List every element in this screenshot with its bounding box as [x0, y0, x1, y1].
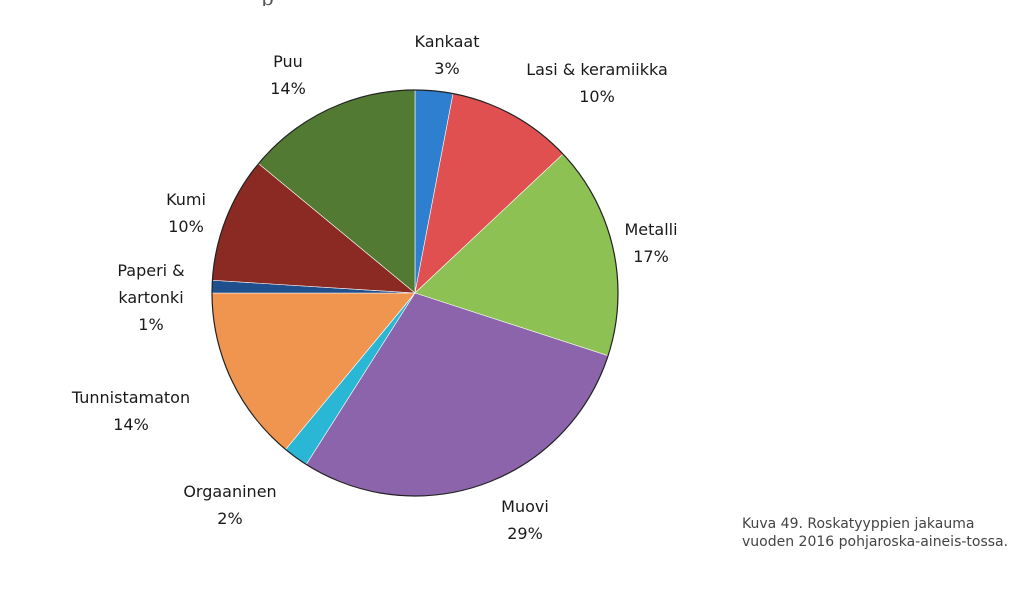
slice-percent: 14%: [270, 79, 306, 98]
slice-percent: 14%: [113, 415, 149, 434]
slice-label-metalli: Metalli 17%: [551, 216, 751, 270]
slice-label-text: Orgaaninen: [183, 482, 277, 501]
slice-label-orgaaninen: Orgaaninen 2%: [130, 478, 330, 532]
slice-label-text: kartonki: [118, 287, 184, 307]
slice-label-text: Kumi: [166, 190, 206, 209]
slice-label-text: Tunnistamaton: [71, 388, 191, 407]
slice-percent: 2%: [217, 509, 243, 528]
slice-label-text: Lasi & keramiikka: [526, 60, 668, 79]
slice-percent: 17%: [633, 247, 669, 266]
figure-caption: Kuva 49. Roskatyyppien jakauma vuoden 20…: [742, 516, 1009, 550]
pie-outline: [211, 89, 619, 497]
slice-label-muovi: Muovi 29%: [425, 493, 625, 547]
slice-label-kumi: Kumi 10%: [86, 186, 286, 240]
slice-label-text: Muovi: [501, 497, 549, 516]
cropped-heading-fragment: ρ: [262, 0, 332, 6]
slice-label-text: Paperi &: [117, 260, 185, 280]
slice-label-tunnistamaton: Tunnistamaton 14%: [31, 384, 231, 438]
slice-percent: 29%: [507, 524, 543, 543]
slice-label-kankaat: Kankaat 3%: [347, 28, 547, 82]
slice-percent: 1%: [138, 314, 164, 334]
slice-label-text: Metalli: [624, 220, 678, 239]
slice-percent: 10%: [579, 87, 615, 106]
slice-label-lasi-keramiikka: Lasi & keramiikka 10%: [497, 56, 697, 110]
slice-percent: 3%: [434, 59, 460, 78]
slice-percent: 10%: [168, 217, 204, 236]
slice-label-paperi-kartonki: Paperi & kartonki 1%: [51, 257, 251, 338]
slice-label-puu: Puu 14%: [188, 48, 388, 102]
slice-label-text: Puu: [273, 52, 303, 71]
slice-label-text: Kankaat: [414, 32, 480, 51]
